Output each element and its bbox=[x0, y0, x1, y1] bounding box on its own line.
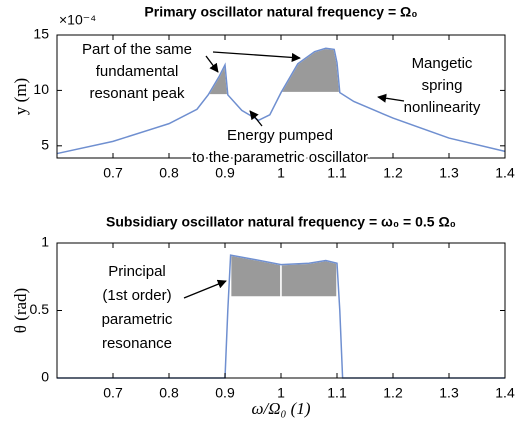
data-line bbox=[56, 47, 506, 155]
annotation-line: nonlinearity bbox=[404, 99, 481, 116]
annotation-line: resonant peak bbox=[89, 85, 185, 102]
arrow bbox=[183, 279, 227, 299]
shaded-region bbox=[280, 259, 338, 298]
arrow bbox=[212, 51, 301, 62]
arrows bbox=[183, 51, 405, 299]
annotation-line: Energy pumped bbox=[227, 127, 333, 144]
x-tick-label: 0.8 bbox=[159, 165, 179, 181]
annotation-line: (1st order) bbox=[102, 287, 171, 304]
x-tick-label: 1.1 bbox=[327, 165, 347, 181]
x-tick-label: 1.3 bbox=[439, 165, 459, 181]
x-tick-label: 1.3 bbox=[439, 385, 459, 401]
y-tick-label: 0.5 bbox=[30, 301, 50, 317]
data-line bbox=[57, 254, 505, 379]
annotation-line: fundamental bbox=[96, 63, 179, 80]
annotation: Part of the same fundamental resonant peak bbox=[82, 41, 192, 102]
x-tick-label: 0.9 bbox=[215, 385, 235, 401]
y-exponent: ×10⁻⁴ bbox=[59, 12, 96, 28]
annotation-line: resonance bbox=[102, 335, 172, 352]
x-tick-label: 0.7 bbox=[103, 385, 123, 401]
annotation-line: to the parametric oscillator bbox=[192, 149, 368, 166]
y-tick-label: 0 bbox=[41, 369, 49, 385]
arrow bbox=[249, 110, 263, 127]
annotation-line: Part of the same bbox=[82, 41, 192, 58]
x-tick-label: 1.4 bbox=[495, 165, 515, 181]
arrow bbox=[377, 93, 405, 103]
shaded-region bbox=[229, 254, 282, 298]
x-tick-label: 1.1 bbox=[327, 385, 347, 401]
y-tick-label: 10 bbox=[33, 81, 49, 97]
y-axis-label: θ (rad) bbox=[11, 288, 30, 333]
annotation: Energy pumped to the parametric oscillato… bbox=[192, 127, 368, 166]
y-tick-label: 5 bbox=[41, 137, 49, 153]
x-tick-label: 0.8 bbox=[159, 385, 179, 401]
annotation-line: Mangetic bbox=[412, 55, 473, 72]
y-axis-label: y (m) bbox=[11, 78, 30, 115]
annotation: Principal (1st order) parametric resonance bbox=[102, 263, 173, 352]
annotation-line: spring bbox=[422, 77, 463, 94]
x-axis-label: ω/Ω₀ (1) bbox=[251, 399, 310, 418]
y-tick-label: 1 bbox=[41, 234, 49, 250]
x-tick-label: 1 bbox=[277, 385, 285, 401]
chart-title: Subsidiary oscillator natural frequency … bbox=[106, 214, 456, 230]
annotation: Mangetic spring nonlinearity bbox=[404, 55, 481, 116]
x-tick-label: 1.2 bbox=[383, 385, 403, 401]
arrow bbox=[205, 55, 219, 73]
y-tick-label: 15 bbox=[33, 26, 49, 42]
x-tick-label: 1.4 bbox=[495, 385, 515, 401]
x-tick-label: 1.2 bbox=[383, 165, 403, 181]
annotation-line: Principal bbox=[108, 263, 166, 280]
chart-title: Primary oscillator natural frequency = Ω… bbox=[144, 4, 417, 20]
x-tick-label: 1 bbox=[277, 165, 285, 181]
x-tick-label: 0.9 bbox=[215, 165, 235, 181]
annotation-line: parametric bbox=[102, 311, 173, 328]
x-tick-label: 0.7 bbox=[103, 165, 123, 181]
